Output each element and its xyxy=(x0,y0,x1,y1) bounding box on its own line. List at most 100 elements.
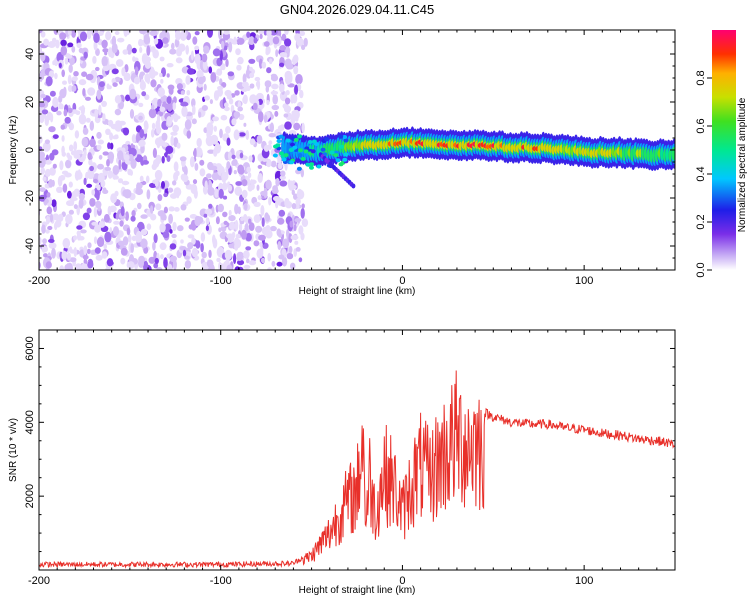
spectrogram-noise-cell xyxy=(192,104,196,116)
spectrogram-noise-cell xyxy=(58,95,63,103)
spectrogram-noise-cell xyxy=(76,230,81,236)
spectrogram-noise-cell xyxy=(44,139,51,145)
spectrogram-noise-cell xyxy=(121,67,126,77)
spectrogram-noise-cell xyxy=(61,69,65,78)
spectrogram-noise-cell xyxy=(87,87,96,96)
spectrogram-noise-cell xyxy=(153,262,159,269)
spectrogram-noise-cell xyxy=(49,213,54,223)
spectrogram-noise-cell xyxy=(214,188,219,198)
spectrogram-noise-cell xyxy=(249,179,257,185)
spectrogram-noise-cell xyxy=(187,242,194,250)
spectrogram-noise-cell xyxy=(181,174,189,183)
spectrogram-noise-cell xyxy=(177,225,184,232)
spectrogram-noise-cell xyxy=(168,206,175,212)
spectrogram-noise-cell xyxy=(284,197,290,208)
spectrogram-noise-cell xyxy=(263,114,268,123)
spectrogram-noise-cell xyxy=(236,64,242,71)
spectrogram-noise-cell xyxy=(128,233,132,243)
spectrogram-scatter-cell xyxy=(279,151,284,156)
spectrogram-noise-cell xyxy=(194,162,199,171)
spectrogram-noise-cell xyxy=(271,260,276,267)
spectrogram-noise-cell xyxy=(61,151,66,157)
spectrogram-noise-cell xyxy=(232,222,236,230)
spectrogram-noise-cell xyxy=(109,142,114,150)
spectrogram-scatter-cell xyxy=(307,140,313,144)
spectrogram-noise-cell xyxy=(190,183,198,195)
spectrogram-noise-cell xyxy=(191,247,198,258)
spectrogram-scatter-cell xyxy=(275,143,281,148)
spectrogram-noise-cell xyxy=(255,225,263,233)
spectrogram-noise-cell xyxy=(109,132,114,141)
spectrogram-noise-cell xyxy=(290,117,295,126)
spectrogram-noise-cell xyxy=(40,167,45,175)
spectrogram-noise-cell xyxy=(166,96,172,104)
spectrogram-scatter-cell xyxy=(343,152,349,157)
spectrogram-noise-cell xyxy=(258,111,264,123)
spectrogram-noise-cell xyxy=(212,238,218,249)
spectrogram-noise-cell xyxy=(122,236,129,246)
spectrogram-scatter-cell xyxy=(343,138,349,143)
spectrogram-noise-cell xyxy=(82,212,90,221)
spectrogram-noise-cell xyxy=(120,247,128,256)
spectrogram-noise-cell xyxy=(52,213,60,221)
spectrogram-noise-cell xyxy=(300,168,304,178)
spectrogram-noise-cell xyxy=(290,235,299,240)
spectrogram-noise-cell xyxy=(65,214,73,225)
spectrogram-noise-cell xyxy=(187,234,195,239)
spectrogram-noise-cell xyxy=(126,227,131,236)
spectrogram-noise-cell xyxy=(236,37,245,45)
colorbar: 0.0 0.2 0.4 0.6 0.8 Normalized spectral ampl… xyxy=(695,30,748,278)
spectrogram-noise-cell xyxy=(82,88,86,97)
spectrogram-noise-cell xyxy=(46,195,53,207)
spectrogram-scatter-cell xyxy=(338,134,344,139)
spectrogram-noise-cell xyxy=(238,132,246,137)
spectrogram-noise-cell xyxy=(100,173,105,182)
spectrogram-noise-cell xyxy=(66,252,71,261)
spectrogram-noise-cell xyxy=(131,47,137,54)
spectrogram-noise-cell xyxy=(243,203,248,211)
spectrogram-noise-cell xyxy=(110,193,117,204)
spectrogram-noise-cell xyxy=(266,67,272,74)
spectrogram-noise-cell xyxy=(210,134,219,145)
snr-ticks: -200 -100 0 100 2000 4000 6000 xyxy=(24,329,676,587)
snr-series-line xyxy=(39,370,675,569)
spectrogram-noise-cell xyxy=(180,90,185,95)
spectrogram-noise-cell xyxy=(44,198,49,204)
spectrogram-noise-cell xyxy=(93,206,98,218)
spectrogram-noise-cell xyxy=(150,104,155,110)
spectrogram-noise-cell xyxy=(217,87,223,97)
spectrogram-noise-cell xyxy=(114,108,122,116)
spectrogram-noise-cell xyxy=(86,30,92,40)
spectrogram-noise-cell xyxy=(172,221,177,232)
spectrogram-data xyxy=(39,30,675,270)
spectrogram-noise-cell xyxy=(281,33,287,42)
spectrogram-noise-cell xyxy=(294,240,299,245)
spectrogram-noise-cell xyxy=(166,73,170,78)
spectrogram-noise-cell xyxy=(193,147,197,159)
spectrogram-noise-cell xyxy=(300,207,305,219)
spectrogram-ytick-label: 0 xyxy=(24,147,36,153)
spectrogram-noise-cell xyxy=(234,203,239,215)
spectrogram-noise-cell xyxy=(191,98,196,108)
spectrogram-noise-cell xyxy=(104,231,112,243)
spectrogram-noise-cell xyxy=(67,190,72,199)
spectrogram-noise-cell xyxy=(136,182,141,193)
spectrogram-ridge-cell xyxy=(671,147,675,161)
spectrogram-noise-cell xyxy=(291,184,297,190)
spectrogram-noise-cell xyxy=(60,45,68,56)
spectrogram-noise-cell xyxy=(222,195,228,200)
spectrogram-noise-cell xyxy=(158,187,162,193)
spectrogram-noise-cell xyxy=(295,247,301,252)
spectrogram-noise-cell xyxy=(125,94,131,102)
spectrogram-noise-cell xyxy=(235,48,241,56)
spectrogram-noise-cell xyxy=(233,129,240,141)
spectrogram-noise-cell xyxy=(259,33,263,40)
spectrogram-scatter-cell xyxy=(316,164,322,169)
spectrogram-noise-cell xyxy=(173,172,179,182)
spectrogram-noise-cell xyxy=(204,208,213,215)
spectrogram-noise-cell xyxy=(199,168,206,177)
spectrogram-noise-cell xyxy=(66,262,73,270)
spectrogram-noise-cell xyxy=(75,149,83,155)
spectrogram-noise-cell xyxy=(140,228,148,236)
spectrogram-noise-cell xyxy=(96,144,102,151)
